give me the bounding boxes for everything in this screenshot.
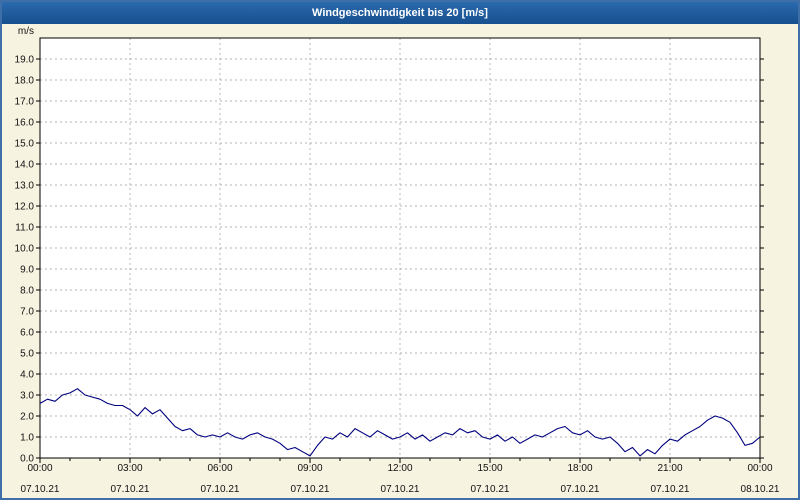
svg-text:16.0: 16.0 bbox=[15, 118, 35, 129]
svg-text:00:00: 00:00 bbox=[747, 463, 772, 474]
svg-text:07.10.21: 07.10.21 bbox=[111, 484, 150, 495]
svg-text:17.0: 17.0 bbox=[15, 97, 35, 108]
svg-text:5.0: 5.0 bbox=[20, 349, 34, 360]
chart-area: 0.0 1.0 2.0 3.0 4.0 5.0 6.0 7.0 8.0 9.0 10.0 11.0 12… bbox=[2, 24, 798, 498]
svg-text:2.0: 2.0 bbox=[20, 412, 34, 423]
svg-text:21:00: 21:00 bbox=[657, 463, 682, 474]
svg-text:07.10.21: 07.10.21 bbox=[561, 484, 600, 495]
svg-text:1.0: 1.0 bbox=[20, 433, 34, 444]
svg-text:14.0: 14.0 bbox=[15, 160, 35, 171]
svg-text:13.0: 13.0 bbox=[15, 181, 35, 192]
svg-text:18.0: 18.0 bbox=[15, 76, 35, 87]
svg-text:m/s: m/s bbox=[18, 26, 34, 37]
svg-text:11.0: 11.0 bbox=[15, 223, 34, 234]
svg-text:4.0: 4.0 bbox=[20, 370, 34, 381]
svg-text:9.0: 9.0 bbox=[20, 265, 34, 276]
svg-text:3.0: 3.0 bbox=[20, 391, 34, 402]
svg-text:07.10.21: 07.10.21 bbox=[291, 484, 330, 495]
chart-title: Windgeschwindigkeit bis 20 [m/s] bbox=[2, 2, 798, 24]
svg-text:07.10.21: 07.10.21 bbox=[651, 484, 690, 495]
svg-text:12:00: 12:00 bbox=[387, 463, 412, 474]
svg-text:06:00: 06:00 bbox=[207, 463, 232, 474]
svg-text:7.0: 7.0 bbox=[20, 307, 34, 318]
svg-text:00:00: 00:00 bbox=[27, 463, 52, 474]
svg-text:07.10.21: 07.10.21 bbox=[381, 484, 420, 495]
svg-text:08.10.21: 08.10.21 bbox=[741, 484, 780, 495]
svg-text:12.0: 12.0 bbox=[15, 202, 35, 213]
svg-text:15:00: 15:00 bbox=[477, 463, 502, 474]
svg-text:03:00: 03:00 bbox=[117, 463, 142, 474]
svg-text:18:00: 18:00 bbox=[567, 463, 592, 474]
svg-text:19.0: 19.0 bbox=[15, 55, 35, 66]
svg-text:07.10.21: 07.10.21 bbox=[21, 484, 60, 495]
svg-text:07.10.21: 07.10.21 bbox=[471, 484, 510, 495]
svg-text:15.0: 15.0 bbox=[15, 139, 35, 150]
svg-text:8.0: 8.0 bbox=[20, 286, 34, 297]
svg-text:10.0: 10.0 bbox=[15, 244, 35, 255]
svg-text:0.0: 0.0 bbox=[20, 454, 34, 465]
svg-text:07.10.21: 07.10.21 bbox=[201, 484, 240, 495]
svg-text:09:00: 09:00 bbox=[297, 463, 322, 474]
wind-speed-chart: 0.0 1.0 2.0 3.0 4.0 5.0 6.0 7.0 8.0 9.0 10.0 11.0 12… bbox=[15, 26, 780, 495]
svg-text:6.0: 6.0 bbox=[20, 328, 34, 339]
